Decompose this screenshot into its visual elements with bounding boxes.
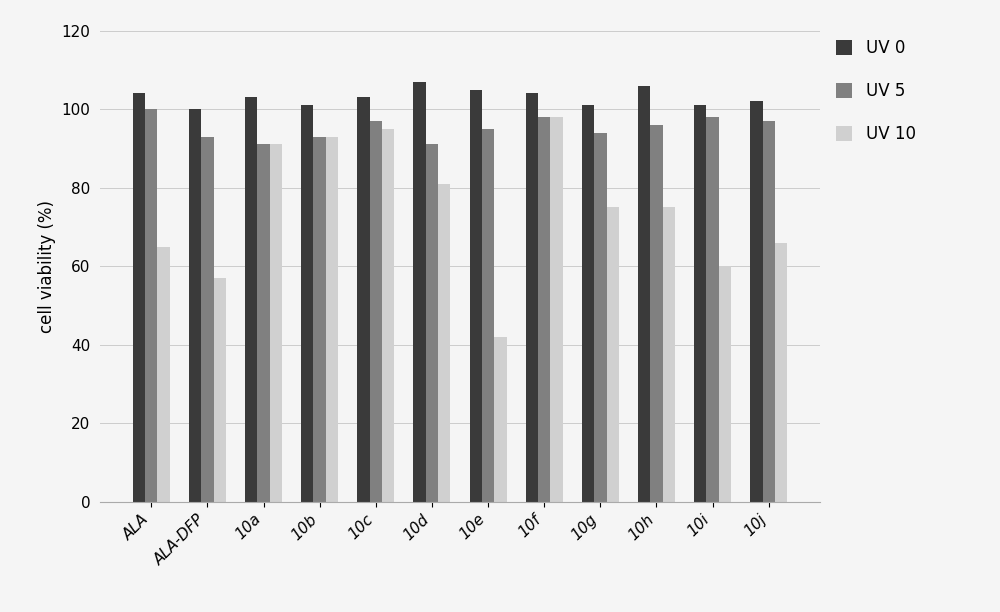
Bar (750, 101, 763, 502)
Bar (201, 136, 214, 502)
Bar (301, 105, 313, 502)
Bar (326, 136, 338, 502)
Bar (775, 242, 787, 502)
Bar (370, 121, 382, 502)
Bar (470, 89, 482, 502)
Bar (189, 109, 201, 502)
Bar (494, 337, 507, 502)
Bar (638, 86, 650, 502)
Bar (357, 97, 370, 502)
Y-axis label: cell viability (%): cell viability (%) (38, 200, 56, 333)
Bar (763, 121, 775, 502)
Bar (550, 117, 563, 502)
Bar (157, 247, 170, 502)
Bar (426, 144, 438, 502)
Bar (270, 144, 282, 502)
Bar (650, 125, 663, 502)
Bar (245, 97, 257, 502)
Bar (694, 105, 706, 502)
Bar (413, 81, 426, 502)
Bar (663, 207, 675, 502)
Bar (133, 94, 145, 502)
Bar (382, 129, 394, 502)
Bar (214, 278, 226, 502)
Bar (313, 136, 326, 502)
Bar (145, 109, 157, 502)
Bar (582, 105, 594, 502)
Bar (482, 129, 494, 502)
Bar (438, 184, 450, 502)
Bar (538, 117, 550, 502)
Bar (719, 266, 731, 502)
Legend: UV 0, UV 5, UV 10: UV 0, UV 5, UV 10 (836, 39, 916, 143)
Bar (257, 144, 270, 502)
Bar (594, 133, 607, 502)
Bar (607, 207, 619, 502)
Bar (526, 94, 538, 502)
Bar (706, 117, 719, 502)
